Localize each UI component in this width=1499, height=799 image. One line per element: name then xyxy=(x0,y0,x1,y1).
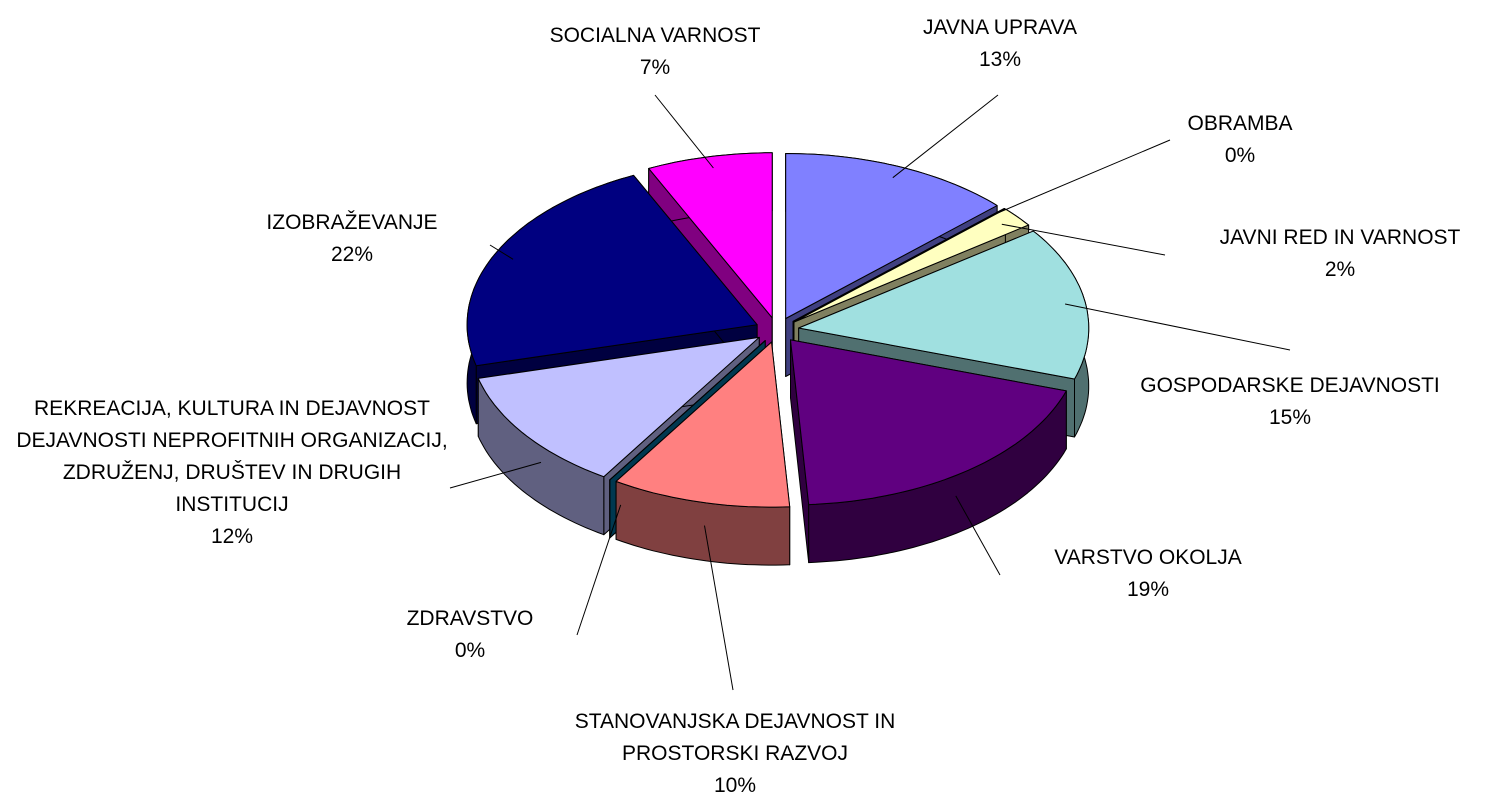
data-label: GOSPODARSKE DEJAVNOSTI 15% xyxy=(1090,370,1490,434)
data-label: JAVNA UPRAVA 13% xyxy=(850,12,1150,76)
category-label: ZDRAVSTVO xyxy=(406,607,534,630)
leader-line xyxy=(955,495,1001,576)
slice xyxy=(615,341,791,566)
data-label: SOCIALNA VARNOST 7% xyxy=(505,20,805,84)
category-label: REKREACIJA, KULTURA IN DEJAVNOST DEJAVNO… xyxy=(16,397,448,516)
value-label: 0% xyxy=(454,639,486,662)
leader-line xyxy=(1064,303,1291,351)
value-label: 15% xyxy=(1268,406,1312,429)
data-label: REKREACIJA, KULTURA IN DEJAVNOST DEJAVNO… xyxy=(12,393,452,553)
leader-line xyxy=(892,94,999,179)
category-label: VARSTVO OKOLJA xyxy=(1054,546,1242,569)
value-label: 12% xyxy=(210,525,254,548)
category-label: JAVNA UPRAVA xyxy=(922,16,1078,39)
slice-top xyxy=(648,152,773,319)
slice xyxy=(790,339,1067,564)
slice-top xyxy=(790,339,1067,506)
slice-top xyxy=(785,153,998,319)
leader-line xyxy=(989,139,1171,217)
category-label: STANOVANJSKA DEJAVNOST IN PROSTORSKI RAZ… xyxy=(574,710,896,765)
value-label: 10% xyxy=(713,774,757,797)
data-label: ZDRAVSTVO 0% xyxy=(350,603,590,667)
slice-top xyxy=(477,336,760,478)
leader-line xyxy=(1001,223,1166,256)
data-label: OBRAMBA 0% xyxy=(1110,108,1370,172)
leader-line xyxy=(489,244,514,260)
category-label: IZOBRAŽEVANJE xyxy=(266,211,438,234)
data-label: STANOVANJSKA DEJAVNOST IN PROSTORSKI RAZ… xyxy=(510,706,960,799)
slice-top xyxy=(793,208,1030,323)
data-label: JAVNI RED IN VARNOST 2% xyxy=(1180,222,1499,286)
leader-line xyxy=(654,94,714,169)
slice-top xyxy=(609,340,766,481)
category-label: JAVNI RED IN VARNOST xyxy=(1219,226,1461,249)
value-label: 7% xyxy=(639,56,671,79)
value-label: 2% xyxy=(1324,258,1356,281)
slice-top xyxy=(798,230,1090,380)
category-label: SOCIALNA VARNOST xyxy=(549,24,761,47)
leader-line xyxy=(449,461,542,489)
slice-top xyxy=(792,208,1005,322)
value-label: 22% xyxy=(330,243,374,266)
data-label: IZOBRAŽEVANJE 22% xyxy=(212,207,492,271)
category-label: OBRAMBA xyxy=(1187,112,1293,135)
leader-line xyxy=(704,525,734,691)
slice-top xyxy=(466,174,758,367)
value-label: 0% xyxy=(1224,144,1256,167)
leader-line xyxy=(576,504,622,636)
data-label: VARSTVO OKOLJA 19% xyxy=(998,542,1298,606)
value-label: 19% xyxy=(1126,578,1170,601)
value-label: 13% xyxy=(978,48,1022,71)
category-label: GOSPODARSKE DEJAVNOSTI xyxy=(1140,374,1440,397)
slice-top xyxy=(615,341,791,508)
